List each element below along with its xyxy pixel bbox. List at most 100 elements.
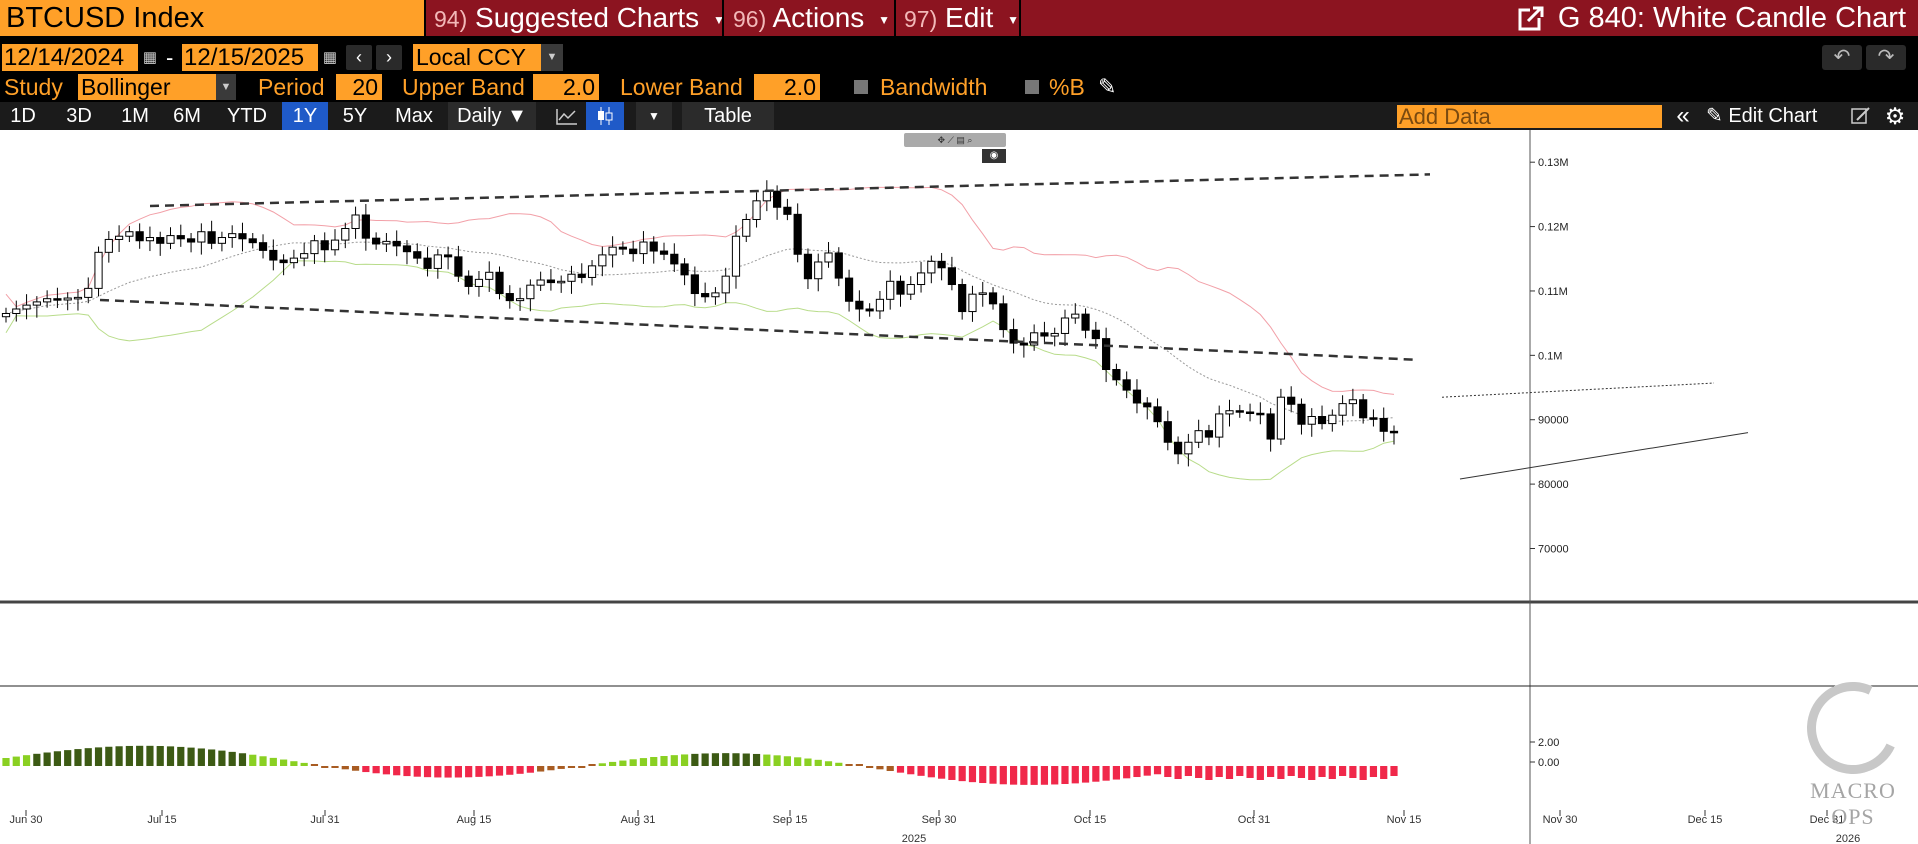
candle-body [22, 304, 31, 310]
target-icon[interactable]: ◉ [982, 149, 1006, 163]
chart-area[interactable]: 0.13M 0.12M 0.11M 0.1M 90000 80000 70000 2.00 0.… [0, 130, 1918, 844]
candle-body [310, 240, 319, 255]
x-tick-label: Sep 30 [922, 814, 957, 826]
candle-body [1359, 399, 1368, 419]
candle-body [207, 231, 216, 244]
oscillator-bar [228, 751, 236, 766]
edit-chart-button[interactable]: ✎ Edit Chart [1706, 102, 1817, 130]
prev-period-button[interactable]: ‹ [346, 45, 372, 70]
chart-type-dropdown[interactable]: ▼ [636, 102, 672, 130]
candle-body [947, 267, 956, 286]
pctb-checkbox[interactable] [1025, 80, 1039, 94]
end-date-field[interactable]: 12/15/2025 [182, 44, 318, 71]
pencil-icon[interactable]: ✎ [1098, 74, 1117, 99]
chart-settings-icon[interactable] [1848, 102, 1874, 130]
oscillator-bar [1143, 766, 1151, 776]
candle-body [474, 278, 484, 287]
oscillator-bar [1164, 766, 1172, 777]
candle-body [279, 259, 288, 264]
range-5y-button[interactable]: 5Y [342, 105, 368, 127]
upper-band-label: Upper Band [402, 74, 525, 100]
candle-body [988, 292, 998, 305]
candle-body [454, 256, 463, 277]
candlestick-chart[interactable]: 0.13M 0.12M 0.11M 0.1M 90000 80000 70000 2.00 0.… [0, 130, 1918, 844]
calendar-icon[interactable]: ▦ [142, 49, 158, 66]
candle-body [505, 293, 514, 302]
candle-chart-icon[interactable] [586, 102, 624, 130]
range-1m-button[interactable]: 1M [121, 105, 149, 127]
study-bar: Study Bollinger ▼ Period 20 Upper Band 2… [0, 72, 1918, 102]
oscillator-bar [629, 759, 637, 766]
oscillator-bar [84, 748, 92, 766]
upper-band-field[interactable]: 2.0 [533, 74, 599, 100]
oscillator-bar [578, 766, 586, 768]
calendar-icon[interactable]: ▦ [322, 49, 338, 66]
candle-body [176, 235, 185, 240]
candle-body [1009, 329, 1018, 344]
range-1d-button[interactable]: 1D [10, 105, 36, 127]
study-select[interactable]: Bollinger [78, 74, 216, 100]
oscillator-bar [609, 761, 617, 766]
oscillator-bar [465, 766, 473, 778]
menu-actions[interactable]: 96) Actions ▼ [733, 0, 890, 36]
candle-body [300, 253, 309, 259]
drawing-tools-mini[interactable]: ✥ ⟋ ▤ ⌕ [904, 133, 1006, 147]
range-ytd-button[interactable]: YTD [227, 105, 267, 127]
add-data-input[interactable]: Add Data [1397, 105, 1662, 128]
oscillator-bar [773, 755, 781, 766]
menu-suggested-charts[interactable]: 94) Suggested Charts ▼ [434, 0, 725, 36]
oscillator-bar [680, 754, 689, 766]
range-3d-button[interactable]: 3D [66, 105, 92, 127]
oscillator-bar [1133, 766, 1141, 778]
frequency-select[interactable]: Daily ▼ [448, 102, 536, 130]
oscillator-bar [917, 766, 925, 776]
table-button[interactable]: Table [682, 102, 774, 130]
chevron-down-icon[interactable]: ▼ [216, 74, 236, 100]
lower-band-field[interactable]: 2.0 [754, 74, 820, 100]
next-period-button[interactable]: › [376, 45, 402, 70]
menu-label: Actions [772, 2, 865, 33]
range-max-button[interactable]: Max [395, 105, 433, 127]
line-chart-icon[interactable] [552, 102, 582, 130]
bandwidth-checkbox[interactable] [854, 80, 868, 94]
candle-body [372, 237, 381, 245]
oscillator-bar [136, 745, 144, 766]
candle-body [834, 252, 843, 279]
chevron-down-icon[interactable]: ▼ [541, 44, 563, 71]
gear-icon[interactable]: ⚙ [1884, 103, 1906, 129]
candle-body [958, 284, 967, 313]
candle-body [1143, 402, 1152, 408]
range-6m-button[interactable]: 6M [173, 105, 201, 127]
chart-title: G 840: White Candle Chart [1557, 2, 1906, 34]
candle-body [814, 261, 823, 280]
oscillator-bar [218, 750, 226, 766]
popout-icon[interactable] [1518, 6, 1544, 31]
oscillator-bar [1287, 766, 1295, 776]
y-tick-label: 80000 [1538, 479, 1569, 491]
oscillator-bar [732, 753, 740, 766]
candle-body [1266, 413, 1275, 440]
start-date-field[interactable]: 12/14/2024 [2, 44, 138, 71]
oscillator-bar [824, 761, 833, 766]
collapse-icon[interactable]: « [1676, 102, 1690, 129]
period-field[interactable]: 20 [336, 74, 382, 100]
candle-body [567, 273, 576, 282]
oscillator-bar [177, 746, 185, 766]
oscillator-bar [794, 757, 802, 766]
ticker-field[interactable]: BTCUSD Index [0, 0, 424, 36]
candle-body [1040, 332, 1049, 337]
oscillator-bar [855, 764, 863, 766]
candle-body [12, 308, 21, 314]
undo-icon[interactable]: ↶ [1822, 45, 1862, 70]
redo-icon[interactable]: ↷ [1866, 45, 1906, 70]
oscillator-bar [321, 766, 329, 768]
range-1y-button[interactable]: 1Y [282, 102, 328, 130]
candle-body [1091, 329, 1100, 340]
y-tick-label: 0.1M [1538, 350, 1562, 362]
menu-edit[interactable]: 97) Edit ▼ [904, 0, 1019, 36]
oscillator-bar [516, 766, 524, 774]
oscillator-bar [1390, 766, 1398, 776]
currency-select[interactable]: Local CCY [413, 44, 541, 71]
oscillator-bar [711, 753, 720, 766]
oscillator-bar [927, 766, 935, 778]
